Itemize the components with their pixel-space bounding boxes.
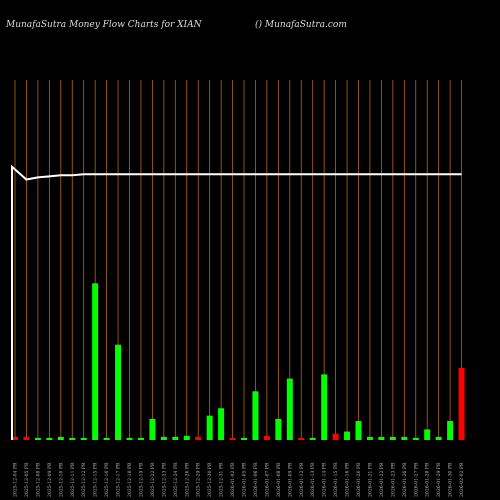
x-tick-label: 2026-01-08 PR <box>276 462 282 497</box>
bar <box>46 437 53 440</box>
x-tick-label: 2026-01-12 PR <box>299 462 305 497</box>
bar <box>69 437 76 440</box>
site-credit: () MunafaSutra.com <box>255 20 347 30</box>
bar <box>321 374 328 440</box>
x-tick-label: 2026-01-22 PR <box>379 462 385 497</box>
bar <box>435 436 442 440</box>
bar <box>378 436 385 440</box>
x-tick-label: 2026-01-23 PR <box>390 462 396 497</box>
bar <box>137 437 144 440</box>
x-tick-label: 2025-12-11 PR <box>70 462 76 497</box>
x-tick-label: 2026-01-02 PR <box>230 462 236 497</box>
x-tick-label: 2025-12-30 PR <box>207 462 213 497</box>
x-tick-label: 2026-01-13 PR <box>310 462 316 497</box>
bar <box>115 344 122 440</box>
bar <box>298 437 305 440</box>
x-tick-label: 2026-01-29 PR <box>436 462 442 497</box>
x-tick-label: 2026-01-07 PR <box>264 462 270 497</box>
x-tick-label: 2026-01-30 PR <box>448 462 454 497</box>
bar <box>412 437 419 440</box>
bar <box>252 391 259 440</box>
x-tick-label: 2025-12-23 PR <box>161 462 167 497</box>
x-tick-label: 2025-12-31 PR <box>219 462 225 497</box>
bar <box>366 436 373 440</box>
bar <box>401 436 408 440</box>
bar <box>229 437 236 440</box>
bar <box>172 436 179 440</box>
x-tick-label: 2026-01-26 PR <box>402 462 408 497</box>
bar <box>263 435 270 440</box>
x-tick-label: 2026-01-21 PR <box>367 462 373 497</box>
money-flow-line <box>11 164 462 440</box>
x-tick-label: 2025-12-18 PR <box>127 462 133 497</box>
bar <box>103 437 110 440</box>
bar <box>206 415 213 440</box>
x-tick-label: 2025-12-15 PR <box>93 462 99 497</box>
x-tick-label: 2025-12-26 PR <box>184 462 190 497</box>
x-tick-label: 2026-01-28 PR <box>425 462 431 497</box>
bar <box>332 433 339 440</box>
bar <box>34 437 41 440</box>
x-tick-label: 2025-12-17 PR <box>116 462 122 497</box>
bar <box>309 437 316 440</box>
x-tick-label: 2025-12-29 PR <box>196 462 202 497</box>
bar <box>458 368 465 440</box>
bar <box>286 378 293 440</box>
bar <box>57 436 64 440</box>
chart-title: MunafaSutra Money Flow Charts for XIAN <box>6 20 202 30</box>
x-tick-label: 2025-12-10 PR <box>58 462 64 497</box>
x-tick-label: 2026-01-15 PR <box>333 462 339 497</box>
bar <box>241 437 247 440</box>
bar <box>149 418 156 440</box>
bar <box>80 437 87 440</box>
bar <box>218 408 225 440</box>
bar <box>275 418 282 440</box>
x-tick-label: 2026-02-02 PR <box>459 462 465 497</box>
x-tick-label: 2026-01-27 PR <box>413 462 419 497</box>
x-tick-label: 2025-12-12 PR <box>81 462 87 497</box>
x-tick-label: 2025-12-05 PR <box>24 462 30 497</box>
bar <box>447 420 454 440</box>
bar <box>344 431 351 440</box>
bar <box>389 436 396 440</box>
x-tick-label: 2026-01-09 PR <box>287 462 293 497</box>
x-tick-label: 2025-12-16 PR <box>104 462 110 497</box>
bar <box>183 435 190 440</box>
bar <box>160 436 167 440</box>
x-tick-label: 2026-01-05 PR <box>242 462 248 497</box>
bar <box>23 436 30 440</box>
x-tick-label: 2026-01-16 PR <box>345 462 351 497</box>
x-tick-label: 2026-01-06 PR <box>253 462 259 497</box>
x-tick-label: 2026-01-14 PR <box>322 462 328 497</box>
bar <box>195 436 202 440</box>
x-tick-label: 2025-12-09 PR <box>47 462 53 497</box>
bar <box>92 283 99 440</box>
x-tick-label: 2025-12-08 PR <box>35 462 41 497</box>
x-tick-label: 2025-12-04 PR <box>13 462 19 497</box>
x-tick-label: 2025-12-24 PR <box>173 462 179 497</box>
x-tick-label: 2025-12-22 PR <box>150 462 156 497</box>
bar <box>355 420 362 440</box>
x-tick-label: 2026-01-20 PR <box>356 462 362 497</box>
bar <box>126 437 133 440</box>
bar <box>12 436 18 440</box>
bar <box>424 429 431 440</box>
x-tick-label: 2025-12-19 PR <box>138 462 144 497</box>
